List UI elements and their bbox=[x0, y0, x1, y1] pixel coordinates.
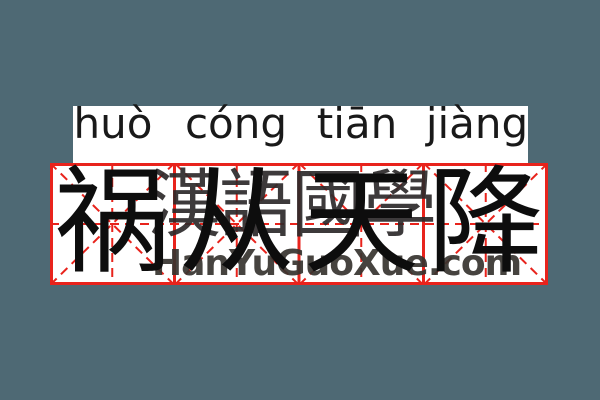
writing-grid bbox=[50, 163, 548, 285]
grid-border-lines bbox=[50, 163, 548, 285]
idiom-character-1: 祸 bbox=[54, 160, 171, 288]
idiom-character-3: 天 bbox=[303, 160, 420, 288]
pinyin-syllable-3: tiān bbox=[316, 99, 398, 148]
watermark-hanzi: 漢語國學 bbox=[147, 165, 437, 247]
idiom-characters-row: 祸 从 天 降 bbox=[50, 163, 548, 285]
idiom-character-4: 降 bbox=[427, 160, 544, 288]
pinyin-syllable-2: cóng bbox=[184, 99, 288, 148]
idiom-character-2: 从 bbox=[178, 160, 295, 288]
watermark-site-url: HanYuGuoXue.com bbox=[152, 243, 522, 284]
pinyin-syllable-1: huò bbox=[73, 99, 153, 148]
grid-guide-lines bbox=[50, 163, 548, 285]
pinyin-background-panel bbox=[73, 106, 528, 163]
pinyin-syllable-4: jiàng bbox=[425, 99, 529, 148]
